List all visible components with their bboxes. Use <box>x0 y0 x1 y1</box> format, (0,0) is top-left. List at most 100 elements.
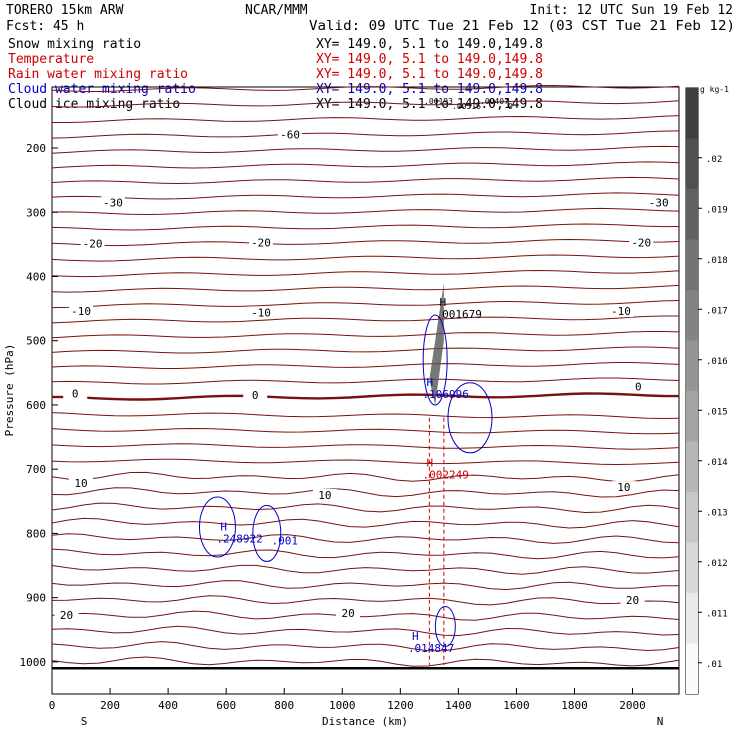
isotherm-line <box>51 443 680 450</box>
temp-label-bg <box>620 594 645 607</box>
x-tick-label: 200 <box>100 699 120 712</box>
colorbar-tick-label: .019 <box>706 205 728 215</box>
valid-time: Valid: 09 UTC Tue 21 Feb 12 (03 CST Tue … <box>309 19 735 34</box>
isotherm-line <box>51 471 680 482</box>
isotherm-line <box>51 176 680 185</box>
isotherm-line <box>51 269 680 278</box>
y-tick-label: 800 <box>26 527 46 540</box>
isotherm-line <box>51 595 680 606</box>
isotherm-line <box>51 580 680 591</box>
colorbar-segment <box>686 138 698 189</box>
snow-column <box>429 282 444 405</box>
y-tick-label: 700 <box>26 463 46 476</box>
temp-label-bg <box>249 236 273 249</box>
isotherm-line <box>51 300 680 309</box>
cloud-water-contour <box>447 382 493 454</box>
temp-contour-label: 10 <box>617 481 630 494</box>
temp-label-bg <box>69 477 94 490</box>
isotherm-line <box>51 223 680 231</box>
isotherm-line <box>51 100 680 108</box>
colorbar-segment <box>686 189 698 240</box>
colorbar-tick-label: .018 <box>706 256 728 266</box>
temp-contour-label: -30 <box>649 197 669 210</box>
isotherm-line <box>52 115 680 123</box>
temp-label-bg <box>646 196 671 209</box>
temp-contour-label: 10 <box>74 477 87 490</box>
field-xy-3: XY= 149.0, 5.1 to 149.0,149.8 <box>316 82 543 97</box>
isotherm-line <box>51 487 680 498</box>
temp-contour-label: 20 <box>626 594 639 607</box>
plot-frame <box>51 86 680 695</box>
max-value: .014847 <box>408 642 454 655</box>
isotherm-line <box>51 625 680 637</box>
north-label: N <box>657 715 664 728</box>
isotherm-line <box>51 362 680 369</box>
isotherm-line <box>51 207 680 216</box>
isotherm-line <box>51 192 680 200</box>
temp-contour-label: 10 <box>318 489 331 502</box>
temp-contour-label: -10 <box>611 305 631 318</box>
isotherm-line <box>51 145 680 154</box>
temp-contour-label: 20 <box>341 607 354 620</box>
center-title: NCAR/MMM <box>245 3 308 18</box>
x-tick-label: 0 <box>49 699 56 712</box>
x-tick-label: 600 <box>216 699 236 712</box>
colorbar-segment <box>686 340 698 391</box>
y-axis-label: Pressure (hPa) <box>3 344 16 437</box>
isotherm-line <box>51 284 680 293</box>
temp-label-bg <box>54 608 79 621</box>
temp-label-bg <box>100 196 125 209</box>
colorbar-tick-label: .016 <box>706 357 728 367</box>
temp-label-bg <box>608 305 633 318</box>
temp-label-bg <box>278 128 303 141</box>
isotherm-line <box>51 130 680 139</box>
x-tick-label: 400 <box>158 699 178 712</box>
temp-label-bg <box>249 306 273 319</box>
field-name-3: Cloud water mixing ratio <box>8 82 196 97</box>
isotherm-line <box>51 502 680 514</box>
max-marker: H <box>426 456 433 469</box>
temp-contour-label: -20 <box>251 236 271 249</box>
max-value: .002249 <box>422 468 468 481</box>
colorbar-segment <box>686 542 698 593</box>
max-marker: H <box>426 376 433 389</box>
isotherm-line <box>51 641 680 652</box>
max-value: .248922 <box>216 533 262 546</box>
isotherm-line <box>51 610 680 621</box>
temp-contour-label: 20 <box>60 609 73 622</box>
forecast-hour: Fcst: 45 h <box>6 19 84 34</box>
field-xy-2: XY= 149.0, 5.1 to 149.0,149.8 <box>316 67 543 82</box>
field-xy-0: XY= 149.0, 5.1 to 149.0,149.8 <box>316 37 543 52</box>
temp-contour-label: -20 <box>631 236 651 249</box>
max-value: .106996 <box>422 388 468 401</box>
temp-label-bg <box>63 387 88 400</box>
cloud-water-contour <box>434 606 456 648</box>
colorbar-segment <box>686 290 698 341</box>
isotherm-line <box>51 161 680 169</box>
isotherm-line <box>51 392 680 401</box>
top-overlap-value: .00407 <box>480 97 509 106</box>
colorbar-segment <box>686 441 698 492</box>
temp-contour-label: -10 <box>251 306 271 319</box>
isotherm-line <box>51 656 680 667</box>
y-tick-label: 500 <box>26 335 46 348</box>
colorbar-tick-label: .011 <box>706 609 728 619</box>
field-name-0: Snow mixing ratio <box>8 37 141 52</box>
temp-contour-label: 0 <box>635 380 642 393</box>
temp-contour-label: 0 <box>72 387 79 400</box>
max-value: .001679 <box>436 308 482 321</box>
temp-label-bg <box>69 305 94 318</box>
top-overlap-value: .00193 <box>424 97 453 106</box>
x-tick-label: 1000 <box>329 699 356 712</box>
isotherm-line <box>51 427 680 435</box>
x-tick-label: 1800 <box>561 699 588 712</box>
isotherm-line <box>51 346 680 354</box>
init-time: Init: 12 UTC Sun 19 Feb 12 <box>530 3 734 18</box>
x-tick-label: 800 <box>274 699 294 712</box>
isotherm-line <box>51 548 680 560</box>
cloud-water-contour <box>252 504 282 562</box>
colorbar-tick-label: .015 <box>706 407 728 417</box>
isotherm-line <box>51 564 680 575</box>
colorbar-tick-label: .01 <box>706 660 722 670</box>
